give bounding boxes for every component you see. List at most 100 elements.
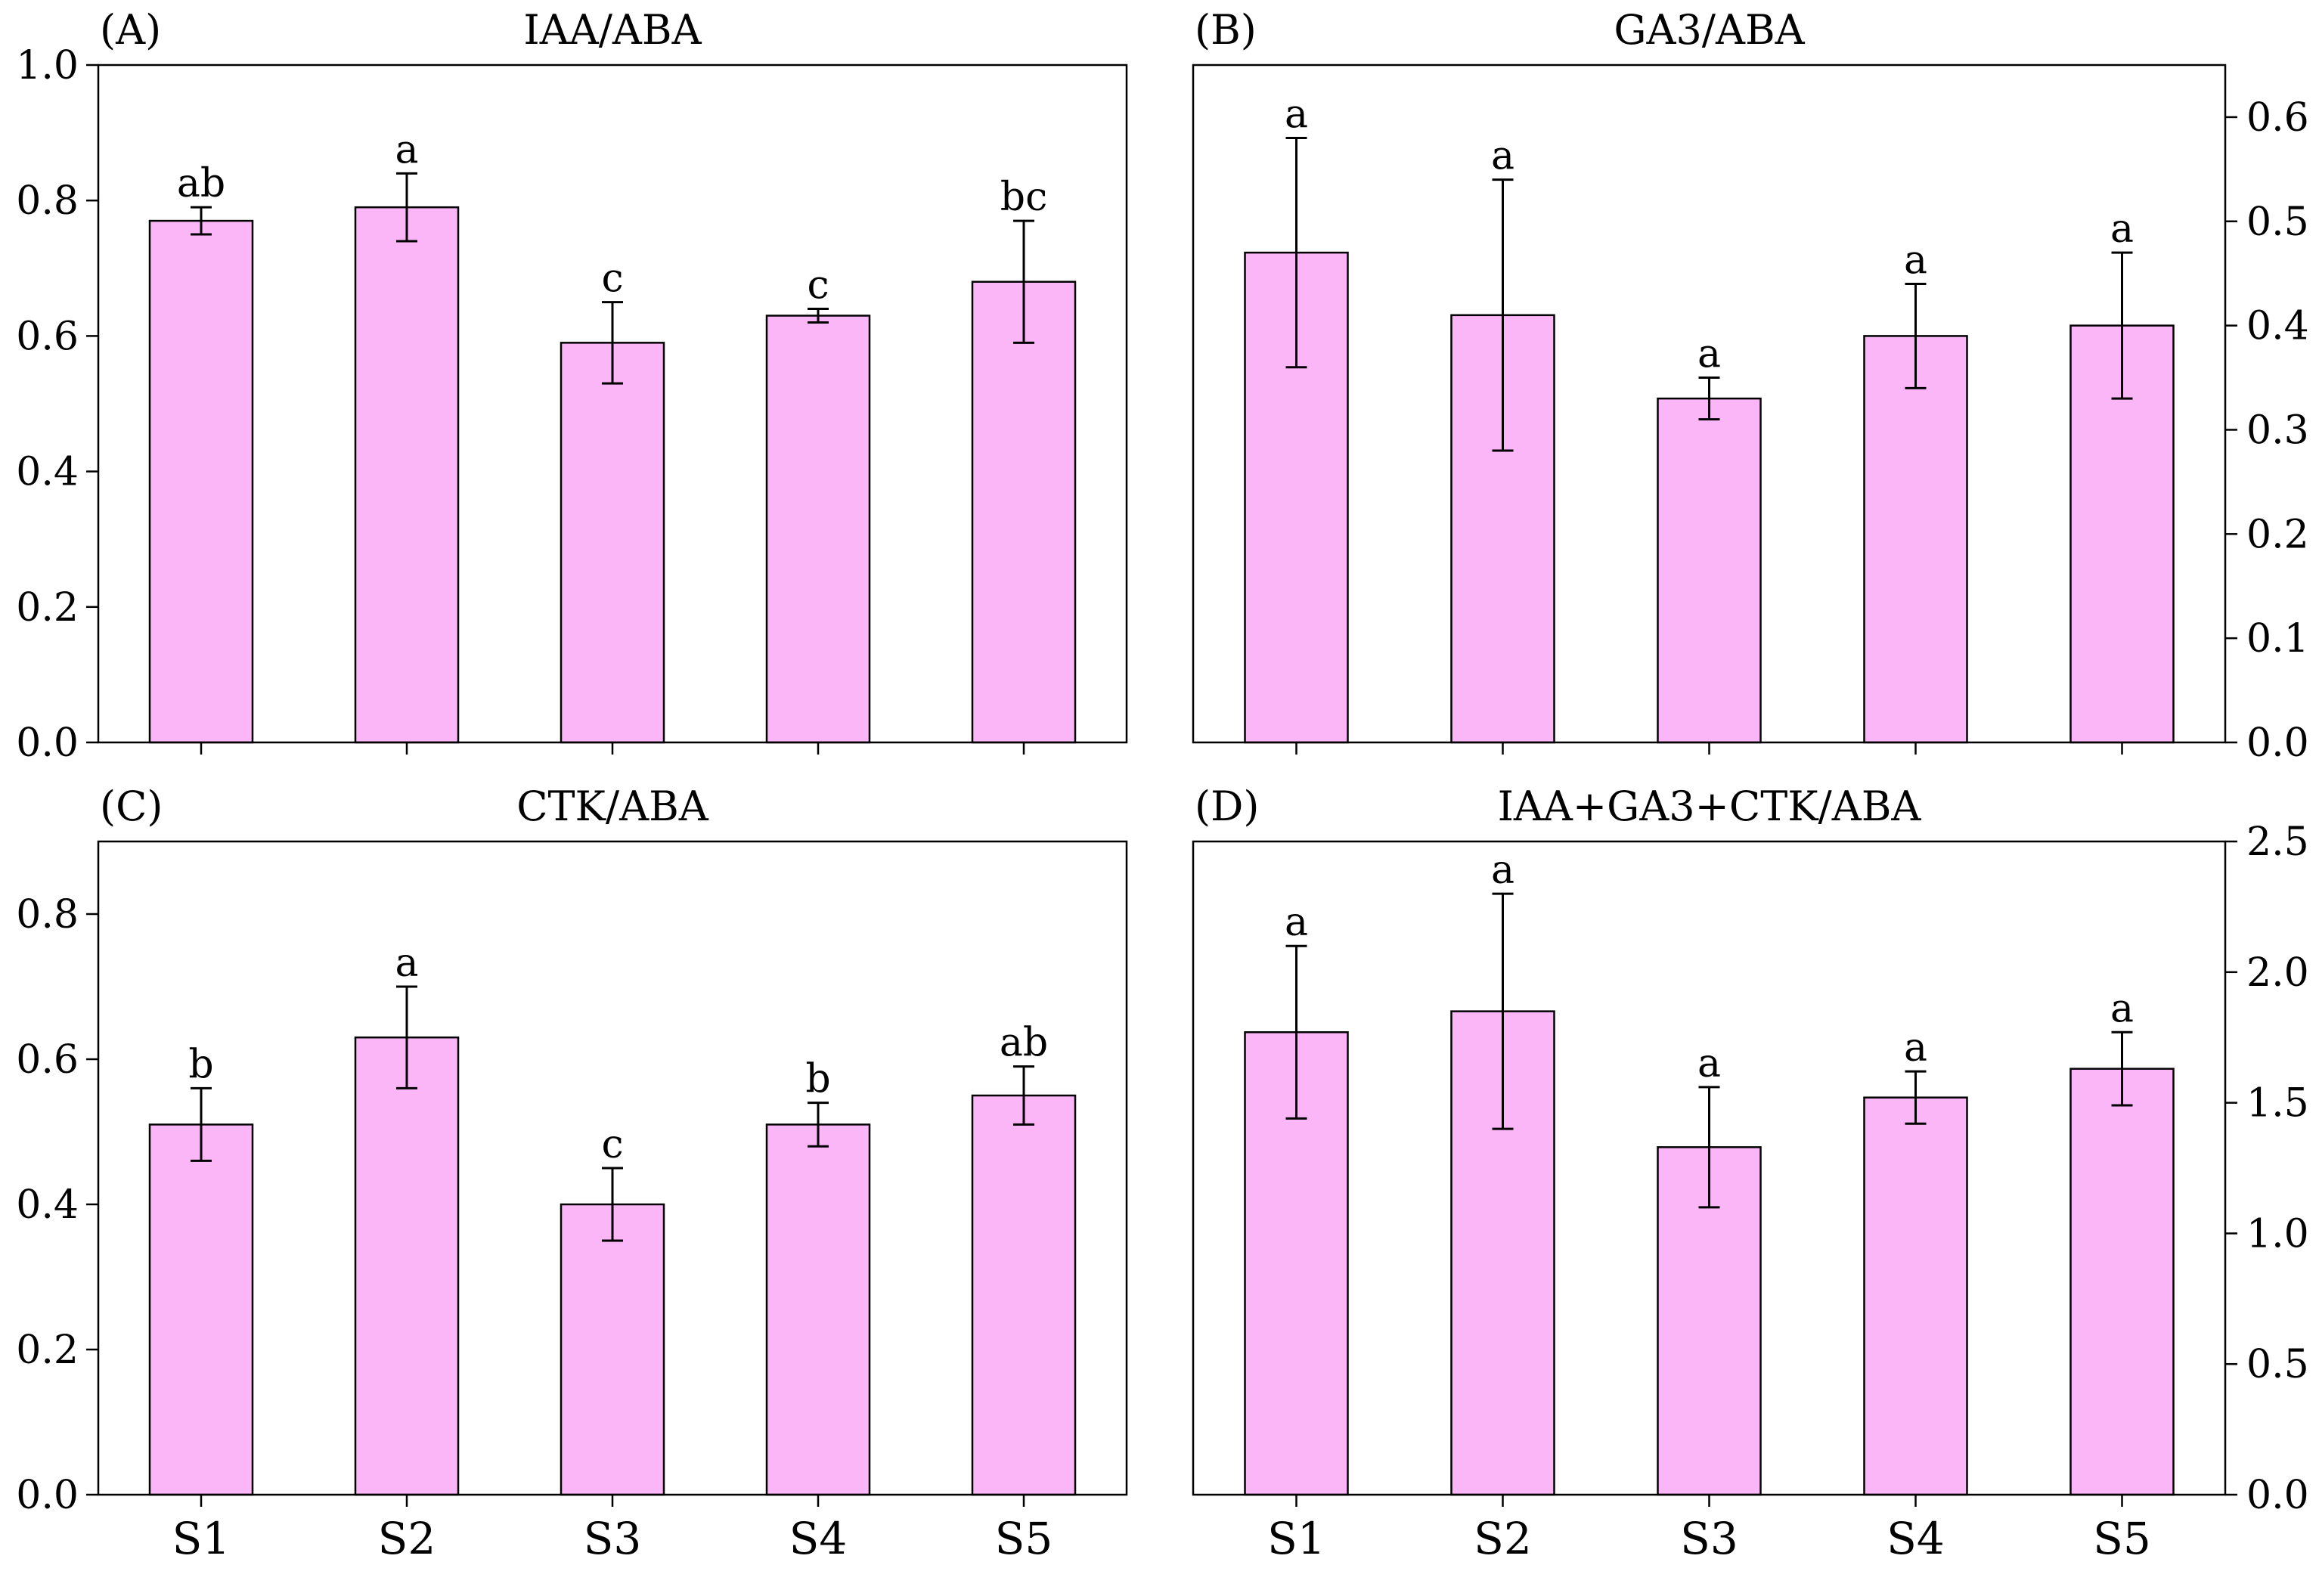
y-tick-label: 0.4 (2246, 304, 2309, 349)
significance-label-s3: a (1697, 332, 1721, 377)
error-bar-s4 (1905, 1070, 1927, 1125)
y-tick-label: 0.6 (16, 1037, 79, 1083)
bar-s2 (354, 1036, 460, 1496)
y-tick-label: 2.0 (2246, 950, 2309, 996)
panel-title: IAA+GA3+CTK/ABA (1498, 783, 1922, 830)
panel-letter: (D) (1195, 783, 1259, 830)
x-tick-label-s2: S2 (1474, 1513, 1532, 1564)
error-bar-s1 (191, 1086, 212, 1162)
significance-label-s4: c (807, 263, 829, 308)
error-bar-s4 (808, 1102, 829, 1148)
x-tick-label-s2: S2 (378, 1513, 436, 1564)
error-bar-s2 (1492, 892, 1514, 1130)
bar-s3 (560, 1203, 665, 1496)
y-tick-label: 0.8 (16, 892, 79, 937)
significance-label-s1: a (1285, 91, 1308, 137)
y-tick-label: 0.2 (16, 585, 79, 631)
significance-label-s4: a (1904, 1025, 1927, 1071)
x-tick-label-s3: S3 (1680, 1513, 1738, 1564)
panel-letter: (A) (100, 6, 161, 54)
y-tick-label: 1.5 (2246, 1081, 2309, 1126)
error-bar-s3 (1698, 1086, 1720, 1209)
error-bar-s5 (1013, 219, 1034, 344)
panel-a: ab a c c bc 0.0 0.2 0.4 0.6 0.8 1.0 (A) IAA/ABA (16, 6, 1128, 766)
significance-label-s2: a (395, 127, 418, 172)
bar-s5 (971, 1094, 1077, 1496)
x-tick-label-s4: S4 (1887, 1513, 1945, 1564)
significance-label-s5: a (2110, 986, 2134, 1031)
y-tick-label: 0.6 (2246, 95, 2309, 141)
y-tick-label: 1.0 (16, 43, 79, 88)
significance-label-s1: b (188, 1042, 213, 1087)
panel-b: a a a a a 0.0 0.1 0.2 0.3 0.4 0.5 0.6 (B) GA3/ABA (1192, 6, 2309, 766)
bar-s4 (1863, 1096, 1968, 1496)
error-bar-s4 (808, 308, 829, 324)
significance-label-s5: bc (1000, 175, 1047, 220)
significance-label-s1: a (1285, 900, 1308, 945)
bar-s2 (354, 206, 460, 744)
significance-label-s2: a (1491, 848, 1514, 893)
panel-title: IAA/ABA (523, 6, 702, 54)
x-tick-label-s5: S5 (995, 1513, 1053, 1564)
x-tick-label-s3: S3 (584, 1513, 642, 1564)
error-bar-s4 (1905, 282, 1927, 389)
error-bar-s1 (191, 206, 212, 236)
error-bar-s1 (1285, 136, 1307, 369)
bar-s4 (765, 315, 871, 744)
bar-s4 (765, 1123, 871, 1496)
y-tick-label: 2.5 (2246, 820, 2309, 865)
significance-label-s3: c (601, 256, 623, 302)
x-tick-label-s5: S5 (2093, 1513, 2151, 1564)
panel-letter: (C) (100, 783, 163, 830)
error-bar-s5 (2111, 1030, 2133, 1107)
y-tick-label: 0.0 (16, 721, 79, 766)
x-tick-label-s4: S4 (789, 1513, 848, 1564)
panel-d: a a a a a 0.0 0.5 1.0 1.5 2.0 2.5 S1 S2 S3 S4 S5 (D) IAA+… (1192, 783, 2309, 1564)
error-bar-s2 (1492, 178, 1514, 452)
y-tick-label: 0.4 (16, 450, 79, 495)
bar-s5 (971, 280, 1077, 744)
error-bar-s1 (1285, 944, 1307, 1120)
y-tick-label: 0.5 (2246, 200, 2309, 245)
panel-c: b a c b ab 0.0 0.2 0.4 0.6 0.8 S1 S2 S3 S4 S5 (C) CTK/AB… (16, 783, 1128, 1564)
y-tick-label: 0.8 (16, 178, 79, 224)
y-tick-label: 0.6 (16, 314, 79, 359)
error-bar-s2 (396, 985, 417, 1089)
x-tick-label-s1: S1 (1267, 1513, 1325, 1564)
significance-label-s5: a (2110, 206, 2134, 252)
significance-label-s3: a (1697, 1041, 1721, 1086)
panel-title: GA3/ABA (1614, 6, 1805, 54)
bar-s1 (148, 1123, 254, 1496)
y-tick-label: 0.0 (16, 1473, 79, 1518)
bar-s1 (148, 219, 254, 744)
bar-s3 (560, 342, 665, 744)
panel-letter: (B) (1195, 6, 1257, 54)
x-tick-label-s1: S1 (172, 1513, 231, 1564)
significance-label-s1: ab (177, 161, 225, 206)
error-bar-s5 (1013, 1065, 1034, 1126)
significance-label-s4: a (1904, 237, 1927, 283)
y-tick-label: 1.0 (2246, 1211, 2309, 1257)
error-bar-s5 (2111, 251, 2133, 400)
y-tick-label: 0.0 (2246, 1473, 2309, 1518)
y-tick-label: 0.4 (16, 1182, 79, 1228)
significance-label-s2: a (1491, 134, 1514, 179)
significance-label-s4: b (805, 1057, 830, 1102)
bar-s4 (1863, 335, 1968, 744)
panel-title: CTK/ABA (516, 783, 709, 830)
significance-label-s2: a (395, 941, 418, 986)
y-tick-label: 0.2 (16, 1328, 79, 1373)
y-tick-label: 0.1 (2246, 616, 2309, 662)
y-tick-label: 0.2 (2246, 512, 2309, 557)
bar-s3 (1657, 397, 1762, 744)
y-tick-label: 0.0 (2246, 721, 2309, 766)
y-tick-label: 0.5 (2246, 1342, 2309, 1387)
y-tick-label: 0.3 (2246, 408, 2309, 453)
significance-label-s3: c (601, 1122, 623, 1167)
bar-s5 (2069, 1068, 2175, 1496)
error-bar-s3 (1698, 377, 1720, 421)
error-bar-s2 (396, 172, 417, 243)
error-bar-s3 (602, 1167, 623, 1242)
significance-label-s5: ab (1000, 1021, 1048, 1066)
